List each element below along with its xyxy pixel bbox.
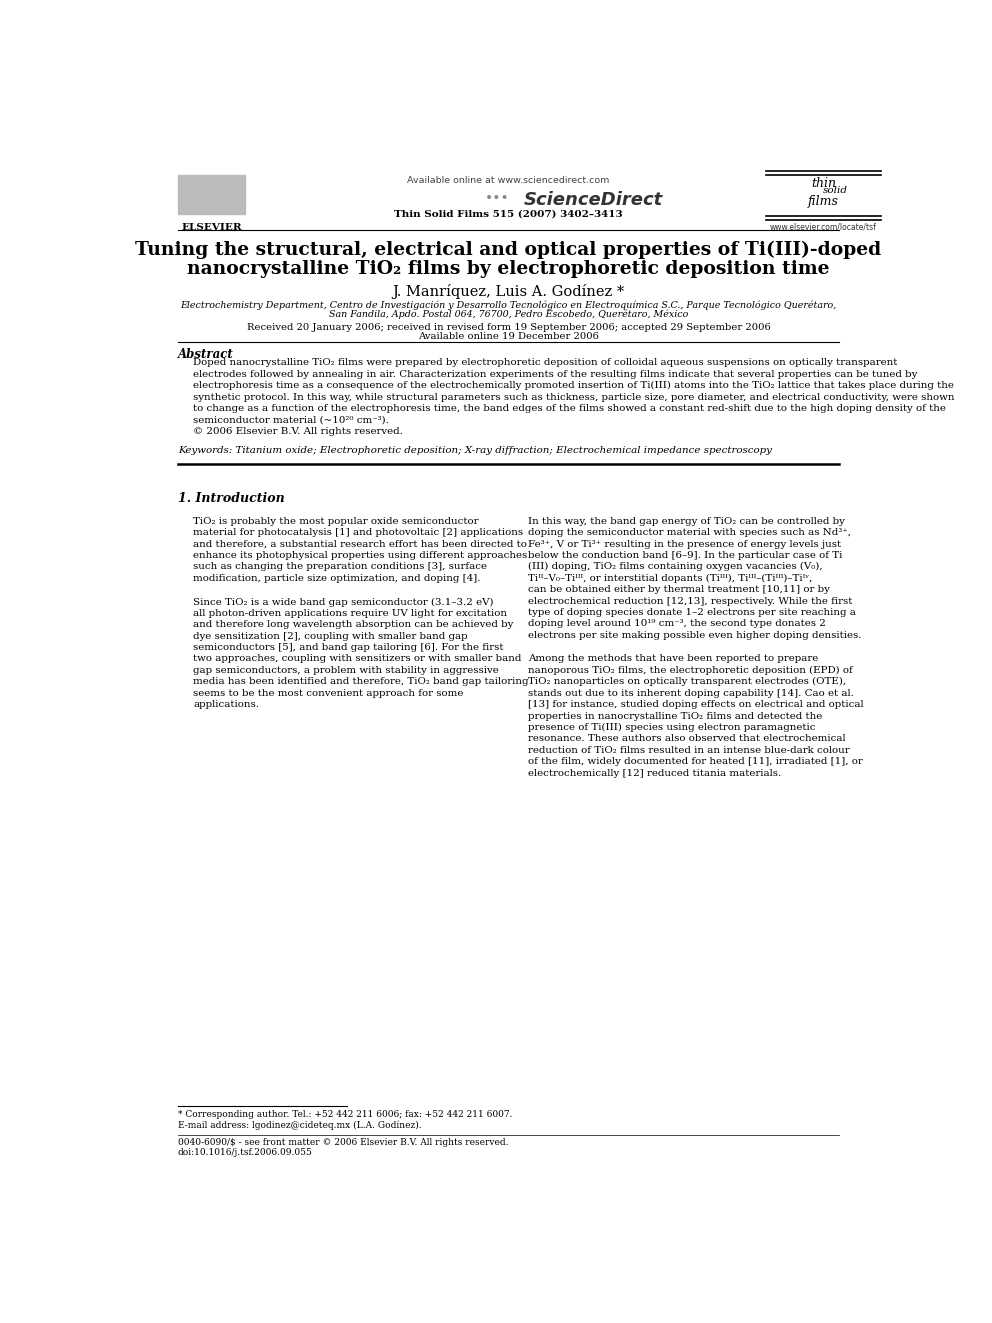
Text: enhance its photophysical properties using different approaches: enhance its photophysical properties usi… xyxy=(193,550,528,560)
Text: * Corresponding author. Tel.: +52 442 211 6006; fax: +52 442 211 6007.: * Corresponding author. Tel.: +52 442 21… xyxy=(178,1110,512,1119)
Text: Abstract: Abstract xyxy=(178,348,233,361)
Text: semiconductor material (~10²⁰ cm⁻³).: semiconductor material (~10²⁰ cm⁻³). xyxy=(193,415,389,425)
Text: © 2006 Elsevier B.V. All rights reserved.: © 2006 Elsevier B.V. All rights reserved… xyxy=(193,427,403,435)
Text: Doped nanocrystalline TiO₂ films were prepared by electrophoretic deposition of : Doped nanocrystalline TiO₂ films were pr… xyxy=(193,359,898,368)
Text: thin: thin xyxy=(811,177,836,191)
Text: of the film, widely documented for heated [11], irradiated [1], or: of the film, widely documented for heate… xyxy=(528,757,862,766)
Text: TiO₂ nanoparticles on optically transparent electrodes (OTE),: TiO₂ nanoparticles on optically transpar… xyxy=(528,677,846,687)
Text: properties in nanocrystalline TiO₂ films and detected the: properties in nanocrystalline TiO₂ films… xyxy=(528,712,821,721)
Text: electrodes followed by annealing in air. Characterization experiments of the res: electrodes followed by annealing in air.… xyxy=(193,370,918,378)
Text: below the conduction band [6–9]. In the particular case of Ti: below the conduction band [6–9]. In the … xyxy=(528,550,842,560)
Text: to change as a function of the electrophoresis time, the band edges of the films: to change as a function of the electroph… xyxy=(193,404,946,413)
Text: electrochemically [12] reduced titania materials.: electrochemically [12] reduced titania m… xyxy=(528,769,781,778)
Text: seems to be the most convenient approach for some: seems to be the most convenient approach… xyxy=(193,689,463,697)
Text: and therefore, a substantial research effort has been directed to: and therefore, a substantial research ef… xyxy=(193,540,527,549)
Text: doping the semiconductor material with species such as Nd³⁺,: doping the semiconductor material with s… xyxy=(528,528,850,537)
Text: type of doping species donate 1–2 electrons per site reaching a: type of doping species donate 1–2 electr… xyxy=(528,609,855,617)
Text: stands out due to its inherent doping capability [14]. Cao et al.: stands out due to its inherent doping ca… xyxy=(528,689,853,697)
Text: material for photocatalysis [1] and photovoltaic [2] applications: material for photocatalysis [1] and phot… xyxy=(193,528,524,537)
Text: synthetic protocol. In this way, while structural parameters such as thickness, : synthetic protocol. In this way, while s… xyxy=(193,393,954,402)
Text: films: films xyxy=(808,196,839,209)
Text: Tiᴵᴵ–V₀–Tiᴵᴵᴵ, or interstitial dopants (Tiᴵᴵᴵ), Tiᴵᴵᴵ–(Tiᴵᴵᴵ)–Tiᴵᵛ,: Tiᴵᴵ–V₀–Tiᴵᴵᴵ, or interstitial dopants (… xyxy=(528,574,812,583)
Text: 0040-6090/$ - see front matter © 2006 Elsevier B.V. All rights reserved.: 0040-6090/$ - see front matter © 2006 El… xyxy=(178,1138,508,1147)
Text: solid: solid xyxy=(822,187,847,196)
Text: electrophoresis time as a consequence of the electrochemically promoted insertio: electrophoresis time as a consequence of… xyxy=(193,381,954,390)
Text: Tuning the structural, electrical and optical properties of Ti(III)-doped: Tuning the structural, electrical and op… xyxy=(135,241,882,258)
Text: gap semiconductors, a problem with stability in aggressive: gap semiconductors, a problem with stabi… xyxy=(193,665,499,675)
Text: E-mail address: lgodinez@cideteq.mx (L.A. Godínez).: E-mail address: lgodinez@cideteq.mx (L.A… xyxy=(178,1121,422,1130)
Text: reduction of TiO₂ films resulted in an intense blue-dark colour: reduction of TiO₂ films resulted in an i… xyxy=(528,746,849,754)
Text: media has been identified and therefore, TiO₂ band gap tailoring: media has been identified and therefore,… xyxy=(193,677,529,687)
Text: can be obtained either by thermal treatment [10,11] or by: can be obtained either by thermal treatm… xyxy=(528,585,829,594)
Text: dye sensitization [2], coupling with smaller band gap: dye sensitization [2], coupling with sma… xyxy=(193,631,468,640)
Text: Electrochemistry Department, Centro de Investigación y Desarrollo Tecnológico en: Electrochemistry Department, Centro de I… xyxy=(181,300,836,310)
Text: ScienceDirect: ScienceDirect xyxy=(524,192,663,209)
Text: In this way, the band gap energy of TiO₂ can be controlled by: In this way, the band gap energy of TiO₂… xyxy=(528,517,844,525)
Text: 1. Introduction: 1. Introduction xyxy=(178,492,285,505)
Text: Among the methods that have been reported to prepare: Among the methods that have been reporte… xyxy=(528,655,817,663)
Text: TiO₂ is probably the most popular oxide semiconductor: TiO₂ is probably the most popular oxide … xyxy=(193,517,479,525)
Text: Available online at www.sciencedirect.com: Available online at www.sciencedirect.co… xyxy=(407,176,610,185)
Text: resonance. These authors also observed that electrochemical: resonance. These authors also observed t… xyxy=(528,734,845,744)
Text: Since TiO₂ is a wide band gap semiconductor (3.1–3.2 eV): Since TiO₂ is a wide band gap semiconduc… xyxy=(193,598,494,606)
Text: doi:10.1016/j.tsf.2006.09.055: doi:10.1016/j.tsf.2006.09.055 xyxy=(178,1148,312,1156)
Text: and therefore long wavelength absorption can be achieved by: and therefore long wavelength absorption… xyxy=(193,620,514,630)
Text: [13] for instance, studied doping effects on electrical and optical: [13] for instance, studied doping effect… xyxy=(528,700,863,709)
Text: J. Manríquez, Luis A. Godínez *: J. Manríquez, Luis A. Godínez * xyxy=(392,284,625,299)
Text: ELSEVIER: ELSEVIER xyxy=(182,224,242,232)
Text: San Fandila, Apdo. Postal 064, 76700, Pedro Escobedo, Querétaro, México: San Fandila, Apdo. Postal 064, 76700, Pe… xyxy=(328,310,688,319)
Text: Thin Solid Films 515 (2007) 3402–3413: Thin Solid Films 515 (2007) 3402–3413 xyxy=(394,209,623,218)
Bar xyxy=(178,175,245,214)
Text: nanocrystalline TiO₂ films by electrophoretic deposition time: nanocrystalline TiO₂ films by electropho… xyxy=(187,259,829,278)
Text: •••: ••• xyxy=(484,192,509,205)
Text: two approaches, coupling with sensitizers or with smaller band: two approaches, coupling with sensitizer… xyxy=(193,655,522,663)
Text: Keywords: Titanium oxide; Electrophoretic deposition; X-ray diffraction; Electro: Keywords: Titanium oxide; Electrophoreti… xyxy=(178,446,772,455)
Text: electrochemical reduction [12,13], respectively. While the first: electrochemical reduction [12,13], respe… xyxy=(528,597,852,606)
Text: www.elsevier.com/locate/tsf: www.elsevier.com/locate/tsf xyxy=(770,224,877,232)
Text: Fe³⁺, V or Ti³⁺ resulting in the presence of energy levels just: Fe³⁺, V or Ti³⁺ resulting in the presenc… xyxy=(528,540,841,549)
Text: all photon-driven applications require UV light for excitation: all photon-driven applications require U… xyxy=(193,609,507,618)
Text: (III) doping, TiO₂ films containing oxygen vacancies (V₀),: (III) doping, TiO₂ films containing oxyg… xyxy=(528,562,822,572)
Text: applications.: applications. xyxy=(193,700,259,709)
Text: doping level around 10¹⁹ cm⁻³, the second type donates 2: doping level around 10¹⁹ cm⁻³, the secon… xyxy=(528,619,825,628)
Text: modification, particle size optimization, and doping [4].: modification, particle size optimization… xyxy=(193,574,481,583)
Text: such as changing the preparation conditions [3], surface: such as changing the preparation conditi… xyxy=(193,562,487,572)
Text: semiconductors [5], and band gap tailoring [6]. For the first: semiconductors [5], and band gap tailori… xyxy=(193,643,504,652)
Text: nanoporous TiO₂ films, the electrophoretic deposition (EPD) of: nanoporous TiO₂ films, the electrophoret… xyxy=(528,665,852,675)
Text: Received 20 January 2006; received in revised form 19 September 2006; accepted 2: Received 20 January 2006; received in re… xyxy=(247,323,770,332)
Text: presence of Ti(III) species using electron paramagnetic: presence of Ti(III) species using electr… xyxy=(528,722,815,732)
Text: electrons per site making possible even higher doping densities.: electrons per site making possible even … xyxy=(528,631,861,640)
Text: Available online 19 December 2006: Available online 19 December 2006 xyxy=(418,332,599,341)
